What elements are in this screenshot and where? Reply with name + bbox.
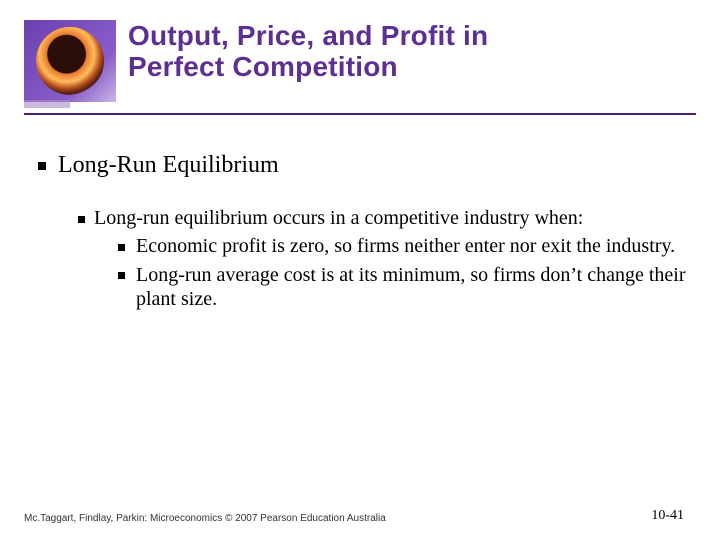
content-area: Long-Run Equilibrium Long-run equilibriu… xyxy=(24,150,696,316)
footer-page-number: 10-41 xyxy=(651,508,684,524)
bullet-level3-item: Long-run average cost is at its minimum,… xyxy=(108,263,696,312)
title-underline xyxy=(24,113,696,115)
bullet-level2-intro: Long-run equilibrium occurs in a competi… xyxy=(78,206,696,230)
logo-ring-icon xyxy=(36,27,104,95)
bullet-level3-item: Economic profit is zero, so firms neithe… xyxy=(108,234,696,258)
slide-title: Output, Price, and Profit in Perfect Com… xyxy=(128,20,696,83)
slide-title-line1: Output, Price, and Profit in xyxy=(128,20,696,51)
logo-tab xyxy=(24,100,70,108)
logo xyxy=(24,20,116,102)
footer-attribution: Mc.Taggart, Findlay, Parkin: Microeconom… xyxy=(24,513,386,524)
bullet-level1: Long-Run Equilibrium xyxy=(38,150,696,180)
slide-title-line2: Perfect Competition xyxy=(128,51,696,82)
slide: Output, Price, and Profit in Perfect Com… xyxy=(0,0,720,540)
